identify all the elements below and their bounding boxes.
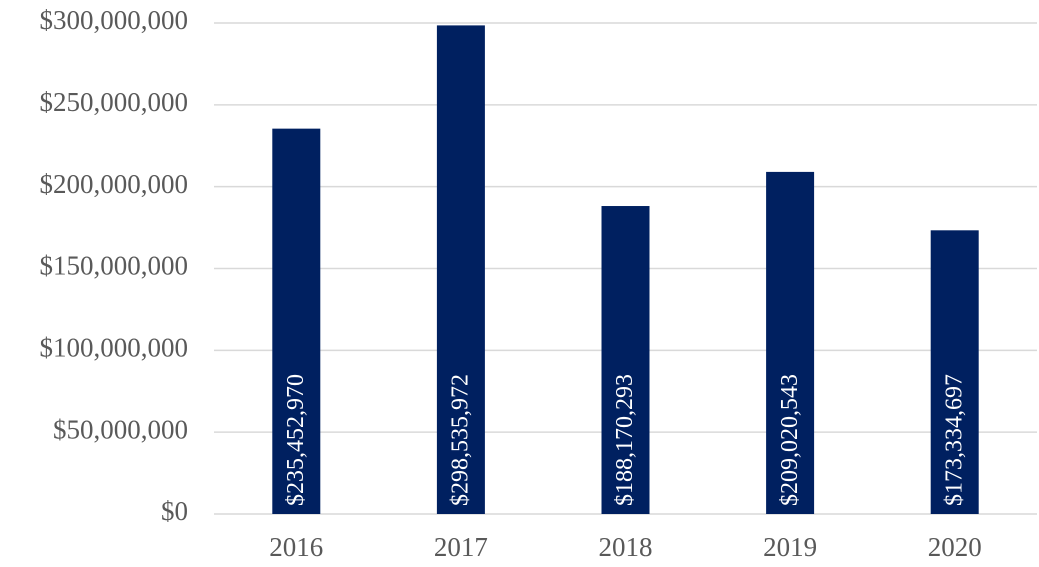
bar — [766, 171, 815, 514]
x-tick-label: 2019 — [763, 532, 817, 562]
value-label: $235,452,970 — [283, 374, 309, 506]
y-tick-label: $100,000,000 — [40, 333, 189, 363]
value-label: $188,170,293 — [612, 374, 638, 506]
y-tick-label: $0 — [161, 496, 188, 526]
value-label: $173,334,697 — [941, 374, 967, 506]
value-label: $298,535,972 — [448, 374, 474, 506]
bar — [930, 230, 979, 514]
y-tick-label: $300,000,000 — [40, 5, 189, 35]
value-label: $209,020,543 — [777, 374, 803, 506]
x-tick-label: 2020 — [928, 532, 982, 562]
bar — [436, 25, 485, 515]
x-tick-label: 2017 — [434, 532, 488, 562]
x-tick-label: 2018 — [599, 532, 653, 562]
x-tick-label: 2016 — [269, 532, 323, 562]
bar — [272, 128, 321, 514]
y-tick-label: $250,000,000 — [40, 87, 189, 117]
y-tick-label: $50,000,000 — [53, 414, 188, 444]
y-tick-label: $200,000,000 — [40, 169, 189, 199]
y-tick-label: $150,000,000 — [40, 251, 189, 281]
bar — [601, 206, 650, 514]
